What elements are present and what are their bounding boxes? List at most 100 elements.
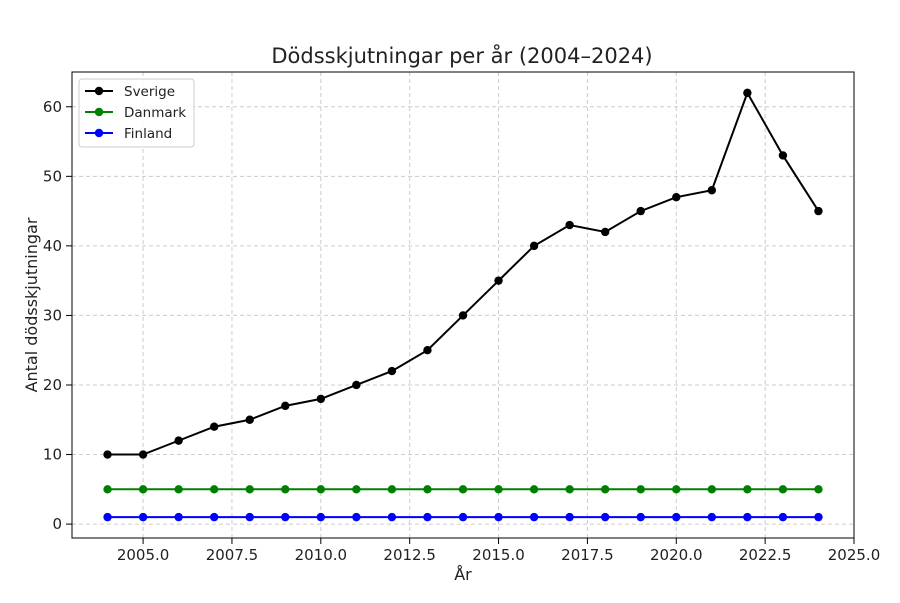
y-tick-label: 30 [43, 306, 62, 324]
legend: Sverige Danmark Finland [78, 78, 195, 148]
y-tick-label: 20 [43, 376, 62, 394]
data-point-finland [672, 512, 681, 522]
series-sverige [103, 88, 823, 459]
data-point-finland [103, 512, 112, 522]
data-point-finland [494, 512, 503, 522]
data-point-danmark [814, 485, 823, 494]
legend-label-danmark: Danmark [124, 105, 186, 121]
series-danmark [103, 485, 823, 494]
data-point-finland [352, 512, 361, 522]
data-point-finland [565, 512, 574, 522]
y-axis-label: Antal dödsskjutningar [22, 217, 41, 392]
axis-ticks: 2005.0 2007.5 2010.0 2012.5 2015.0 2017.5 2020… [43, 98, 880, 564]
series-layer [103, 88, 823, 522]
data-point-finland [423, 512, 432, 522]
data-point-danmark [174, 485, 183, 494]
y-tick-label: 60 [43, 98, 62, 116]
data-point-finland [600, 512, 610, 522]
data-point-danmark [316, 485, 326, 494]
x-tick-label: 2015.0 [472, 546, 525, 564]
data-point-sverige [458, 311, 468, 320]
data-point-sverige [209, 422, 219, 431]
data-point-sverige [743, 88, 752, 98]
legend-label-sverige: Sverige [124, 84, 175, 100]
data-point-sverige [281, 401, 290, 411]
x-axis-label: År [454, 565, 472, 584]
series-line-sverige [107, 90, 820, 456]
data-point-danmark [778, 485, 788, 494]
y-tick-label: 0 [52, 515, 62, 533]
plot-frame [71, 71, 855, 539]
data-point-sverige [636, 206, 645, 216]
data-point-finland [636, 512, 645, 522]
data-point-sverige [174, 436, 183, 445]
data-point-danmark [458, 485, 468, 494]
data-point-finland [778, 512, 788, 522]
data-point-danmark [281, 485, 290, 494]
data-point-finland [743, 512, 752, 522]
data-point-danmark [423, 485, 432, 494]
data-point-sverige [778, 151, 788, 160]
data-point-sverige [707, 186, 717, 195]
legend-item-finland: Finland [85, 126, 172, 142]
x-tick-label: 2025.0 [828, 546, 881, 564]
legend-swatch-marker [94, 86, 104, 96]
data-point-sverige [138, 450, 148, 459]
data-point-danmark [209, 485, 219, 494]
data-point-sverige [352, 380, 361, 390]
data-point-danmark [707, 485, 717, 494]
data-point-finland [245, 512, 254, 522]
legend-item-sverige: Sverige [85, 84, 175, 100]
x-tick-label: 2010.0 [295, 546, 348, 564]
data-point-finland [316, 512, 326, 522]
data-point-danmark [600, 485, 610, 494]
data-point-danmark [138, 485, 148, 494]
data-point-danmark [529, 485, 539, 494]
data-point-finland [458, 512, 468, 522]
data-point-sverige [316, 394, 326, 404]
x-tick-label: 2005.0 [117, 546, 170, 564]
data-point-sverige [423, 346, 432, 355]
y-tick-label: 40 [43, 237, 62, 255]
x-tick-label: 2007.5 [206, 546, 259, 564]
y-tick-label: 10 [43, 446, 62, 464]
x-tick-label: 2020.0 [650, 546, 703, 564]
series-finland [103, 512, 823, 522]
data-point-finland [209, 512, 219, 522]
legend-item-danmark: Danmark [85, 105, 186, 121]
data-point-finland [174, 512, 183, 522]
grid [72, 72, 855, 538]
data-point-sverige [672, 192, 681, 202]
data-point-sverige [529, 241, 539, 251]
x-tick-label: 2022.5 [739, 546, 792, 564]
chart-title: Dödsskjutningar per år (2004–2024) [271, 43, 652, 68]
y-tick-label: 50 [43, 167, 62, 185]
data-point-sverige [600, 227, 610, 237]
data-point-finland [387, 512, 397, 522]
legend-label-finland: Finland [124, 126, 172, 142]
data-point-danmark [387, 485, 397, 494]
legend-swatch-marker [94, 107, 104, 117]
data-point-finland [138, 512, 148, 522]
legend-swatch-marker [94, 128, 104, 138]
data-point-sverige [814, 206, 823, 216]
data-point-sverige [387, 366, 397, 376]
data-point-finland [814, 512, 823, 522]
data-point-danmark [494, 485, 503, 494]
data-point-danmark [352, 485, 361, 494]
data-point-sverige [565, 220, 574, 230]
data-point-sverige [494, 276, 503, 285]
data-point-danmark [103, 485, 112, 494]
data-point-sverige [103, 450, 112, 459]
legend-box [78, 78, 195, 148]
data-point-danmark [245, 485, 254, 494]
data-point-finland [529, 512, 539, 522]
data-point-danmark [565, 485, 574, 494]
data-point-danmark [636, 485, 645, 494]
data-point-sverige [245, 415, 254, 424]
x-tick-label: 2017.5 [561, 546, 614, 564]
data-point-finland [707, 512, 717, 522]
x-tick-label: 2012.5 [383, 546, 436, 564]
